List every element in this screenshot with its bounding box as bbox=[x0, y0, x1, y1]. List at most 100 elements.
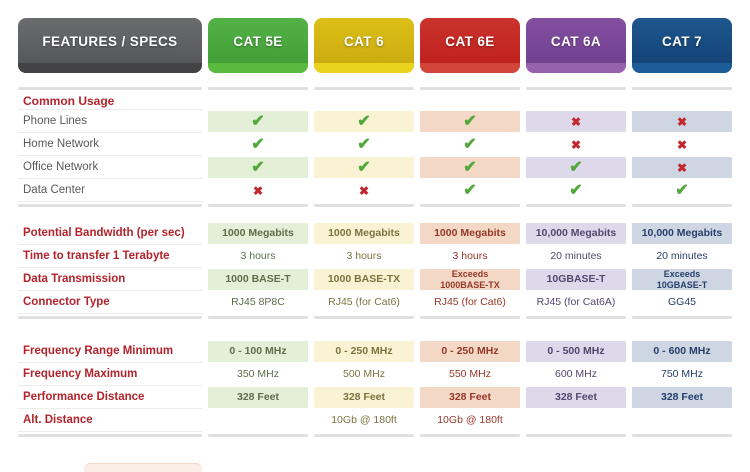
table-row: Data Transmission 1000 BASE-T 1000 BASE-TX… bbox=[18, 268, 750, 291]
check-icon: ✔ bbox=[675, 181, 689, 199]
value-cell: 500 MHz bbox=[342, 368, 385, 381]
value-cell: RJ45 (for Cat6) bbox=[434, 296, 506, 309]
column-header-cat7: CAT 7 bbox=[632, 18, 732, 73]
separator-segment bbox=[632, 434, 732, 437]
separator-segment bbox=[420, 434, 520, 437]
check-icon: ✔ bbox=[569, 181, 583, 199]
check-icon: ✔ bbox=[357, 112, 371, 130]
check-icon: ✔ bbox=[463, 112, 477, 130]
value-cell: 328 Feet bbox=[314, 387, 414, 408]
table-row: Frequency Range Minimum 0 - 100 MHz 0 - 25… bbox=[18, 340, 750, 363]
value-cell: ✔ bbox=[314, 111, 414, 132]
value-cell: 3 hours bbox=[452, 250, 488, 263]
table-header: FEATURES / SPECS CAT 5E CAT 6 CAT 6E CAT… bbox=[18, 18, 750, 73]
value-cell: ✖ bbox=[208, 180, 308, 201]
tab-strip bbox=[208, 63, 308, 73]
check-icon: ✔ bbox=[251, 158, 265, 176]
column-header-cat5e: CAT 5E bbox=[208, 18, 308, 73]
value-cell: GG45 bbox=[667, 296, 696, 309]
value-cell bbox=[208, 410, 308, 431]
value-cell: 10GBASE-T bbox=[526, 269, 626, 290]
partial-tab-bottom bbox=[84, 463, 202, 472]
check-icon: ✔ bbox=[357, 135, 371, 153]
row-label: Data Transmission bbox=[18, 268, 202, 291]
value-cell: ✔ bbox=[420, 111, 520, 132]
value-cell: ✔ bbox=[208, 134, 308, 155]
separator-segment bbox=[420, 87, 520, 90]
row-label: Time to transfer 1 Terabyte bbox=[18, 245, 202, 268]
column-header-cat6a: CAT 6A bbox=[526, 18, 626, 73]
value-cell: 3 hours bbox=[346, 250, 382, 263]
comparison-table-body: Common Usage Phone Lines ✔ ✔ ✔ ✖ ✖ Home Network… bbox=[0, 87, 750, 437]
value-cell: 3 hours bbox=[240, 250, 276, 263]
value-cell: 328 Feet bbox=[420, 387, 520, 408]
table-section: Common Usage Phone Lines ✔ ✔ ✔ ✖ ✖ Home Network… bbox=[0, 93, 750, 202]
value-cell: RJ45 (for Cat6) bbox=[328, 296, 400, 309]
separator-segment bbox=[314, 204, 414, 207]
check-icon: ✔ bbox=[251, 112, 265, 130]
cross-icon: ✖ bbox=[252, 183, 264, 198]
empty-cell bbox=[208, 93, 308, 110]
column-header-label: CAT 5E bbox=[233, 33, 283, 49]
separator-segment bbox=[208, 87, 308, 90]
table-row: Potential Bandwidth (per sec) 1000 Megabi… bbox=[18, 222, 750, 245]
value-cell: 328 Feet bbox=[632, 387, 732, 408]
check-icon: ✔ bbox=[569, 158, 583, 176]
cross-icon: ✖ bbox=[676, 137, 688, 152]
value-cell: 1000 BASE-T bbox=[208, 269, 308, 290]
row-label: Potential Bandwidth (per sec) bbox=[18, 222, 202, 245]
separator-segment bbox=[314, 434, 414, 437]
table-section: Frequency Range Minimum 0 - 100 MHz 0 - 25… bbox=[0, 340, 750, 432]
value-cell: ✖ bbox=[526, 134, 626, 155]
value-cell: ✖ bbox=[632, 157, 732, 178]
value-cell: 1000 BASE-TX bbox=[314, 269, 414, 290]
value-cell: 328 Feet bbox=[526, 387, 626, 408]
separator-segment bbox=[632, 204, 732, 207]
table-row: Performance Distance 328 Feet 328 Feet 328 … bbox=[18, 386, 750, 409]
cross-icon: ✖ bbox=[676, 114, 688, 129]
table-row: Connector Type RJ45 8P8C RJ45 (for Cat6) RJ… bbox=[18, 291, 750, 314]
table-section: Potential Bandwidth (per sec) 1000 Megabi… bbox=[0, 222, 750, 314]
row-label: Connector Type bbox=[18, 291, 202, 314]
section-separator bbox=[18, 204, 750, 207]
tab-strip bbox=[632, 63, 732, 73]
value-cell: ✔ bbox=[526, 157, 626, 178]
section-heading: Common Usage bbox=[18, 93, 202, 110]
separator-segment bbox=[526, 204, 626, 207]
value-cell: 10,000 Megabits bbox=[632, 223, 732, 244]
value-cell: 1000 Megabits bbox=[314, 223, 414, 244]
row-label: Alt. Distance bbox=[18, 409, 202, 432]
value-cell: ✔ bbox=[632, 180, 732, 201]
separator-segment bbox=[208, 434, 308, 437]
value-cell: 0 - 250 MHz bbox=[314, 341, 414, 362]
table-row: Frequency Maximum 350 MHz 500 MHz 550 MHz 60… bbox=[18, 363, 750, 386]
row-label: Office Network bbox=[18, 156, 202, 179]
separator-segment bbox=[314, 316, 414, 319]
value-cell: 0 - 250 MHz bbox=[420, 341, 520, 362]
value-cell: 550 MHz bbox=[448, 368, 491, 381]
separator-segment bbox=[18, 316, 202, 319]
value-cell: 0 - 500 MHz bbox=[526, 341, 626, 362]
column-header-cat6e: CAT 6E bbox=[420, 18, 520, 73]
value-cell: RJ45 8P8C bbox=[231, 296, 285, 309]
value-cell: 20 minutes bbox=[550, 250, 602, 263]
section-heading-row: Common Usage bbox=[18, 93, 750, 110]
value-cell: 750 MHz bbox=[660, 368, 703, 381]
column-header-label: CAT 6A bbox=[550, 33, 602, 49]
column-header-label: CAT 6E bbox=[445, 33, 495, 49]
table-row: Alt. Distance 10Gb @ 180ft 10Gb @ 180ft bbox=[18, 409, 750, 432]
tab-strip bbox=[314, 63, 414, 73]
row-label: Phone Lines bbox=[18, 110, 202, 133]
empty-cell bbox=[526, 93, 626, 110]
separator-segment bbox=[526, 434, 626, 437]
separator-segment bbox=[632, 316, 732, 319]
check-icon: ✔ bbox=[463, 181, 477, 199]
table-row: Office Network ✔ ✔ ✔ ✔ ✖ bbox=[18, 156, 750, 179]
value-cell: ✔ bbox=[314, 134, 414, 155]
column-header-label: CAT 6 bbox=[343, 33, 384, 49]
empty-cell bbox=[420, 93, 520, 110]
cross-icon: ✖ bbox=[570, 114, 582, 129]
value-cell: 328 Feet bbox=[208, 387, 308, 408]
row-label: Home Network bbox=[18, 133, 202, 156]
value-cell: ✖ bbox=[526, 111, 626, 132]
